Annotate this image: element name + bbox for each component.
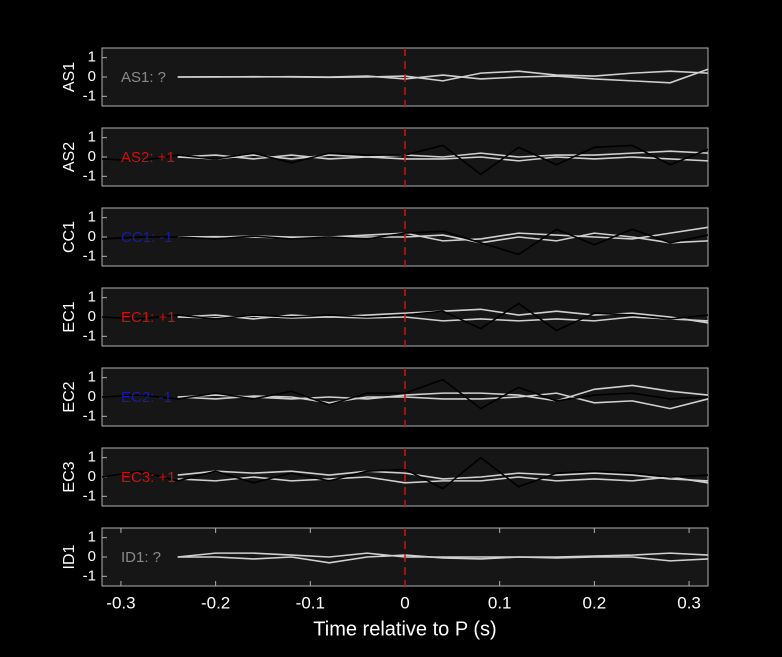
y-tick-label: -1	[83, 167, 96, 184]
y-tick-label: 1	[88, 529, 96, 546]
annotation: EC1: +1	[121, 309, 176, 326]
annotation: EC3: +1	[121, 469, 176, 486]
y-tick-label: -1	[83, 567, 96, 584]
y-axis-label: CC1	[61, 221, 78, 253]
trace	[177, 315, 709, 322]
y-axis-label: AS1	[61, 62, 78, 92]
trace	[101, 228, 709, 256]
x-tick-label: 0.3	[677, 593, 701, 612]
y-tick-label: 0	[88, 68, 96, 85]
y-tick-label: 1	[88, 369, 96, 386]
y-tick-label: -1	[83, 487, 96, 504]
x-axis-label: Time relative to P (s)	[313, 618, 496, 640]
y-tick-label: 0	[88, 548, 96, 565]
y-axis-label: EC1	[61, 301, 78, 332]
trace	[177, 470, 709, 482]
y-tick-label: 1	[88, 289, 96, 306]
trace	[177, 68, 709, 84]
y-tick-label: 0	[88, 228, 96, 245]
y-tick-label: 1	[88, 129, 96, 146]
y-tick-label: 0	[88, 148, 96, 165]
x-tick-label: 0.1	[488, 593, 512, 612]
x-tick-label: -0.2	[201, 593, 230, 612]
y-tick-label: 1	[88, 49, 96, 66]
trace	[101, 378, 709, 410]
trace	[177, 552, 709, 558]
trace	[177, 554, 709, 564]
y-axis-label: EC3	[61, 461, 78, 492]
y-tick-label: -1	[83, 247, 96, 264]
y-tick-label: -1	[83, 407, 96, 424]
y-axis-label: AS2	[61, 142, 78, 172]
annotation: ID1: ?	[121, 549, 161, 566]
y-tick-label: 1	[88, 209, 96, 226]
annotation: AS1: ?	[121, 69, 166, 86]
annotation: AS2: +1	[121, 149, 175, 166]
annotation: EC2: -1	[121, 389, 172, 406]
y-tick-label: 0	[88, 308, 96, 325]
x-tick-label: -0.1	[296, 593, 325, 612]
y-tick-label: 0	[88, 388, 96, 405]
y-axis-label: EC2	[61, 381, 78, 412]
annotation: CC1: -1	[121, 229, 173, 246]
x-tick-label: 0	[400, 593, 409, 612]
y-tick-label: 0	[88, 468, 96, 485]
y-axis-label: ID1	[61, 544, 78, 569]
trace	[177, 150, 709, 160]
trace	[177, 476, 709, 484]
y-tick-label: -1	[83, 87, 96, 104]
x-tick-label: -0.3	[106, 593, 135, 612]
y-tick-label: -1	[83, 327, 96, 344]
trace	[177, 384, 709, 402]
trace	[101, 456, 709, 490]
x-tick-label: 0.2	[583, 593, 607, 612]
y-tick-label: 1	[88, 449, 96, 466]
